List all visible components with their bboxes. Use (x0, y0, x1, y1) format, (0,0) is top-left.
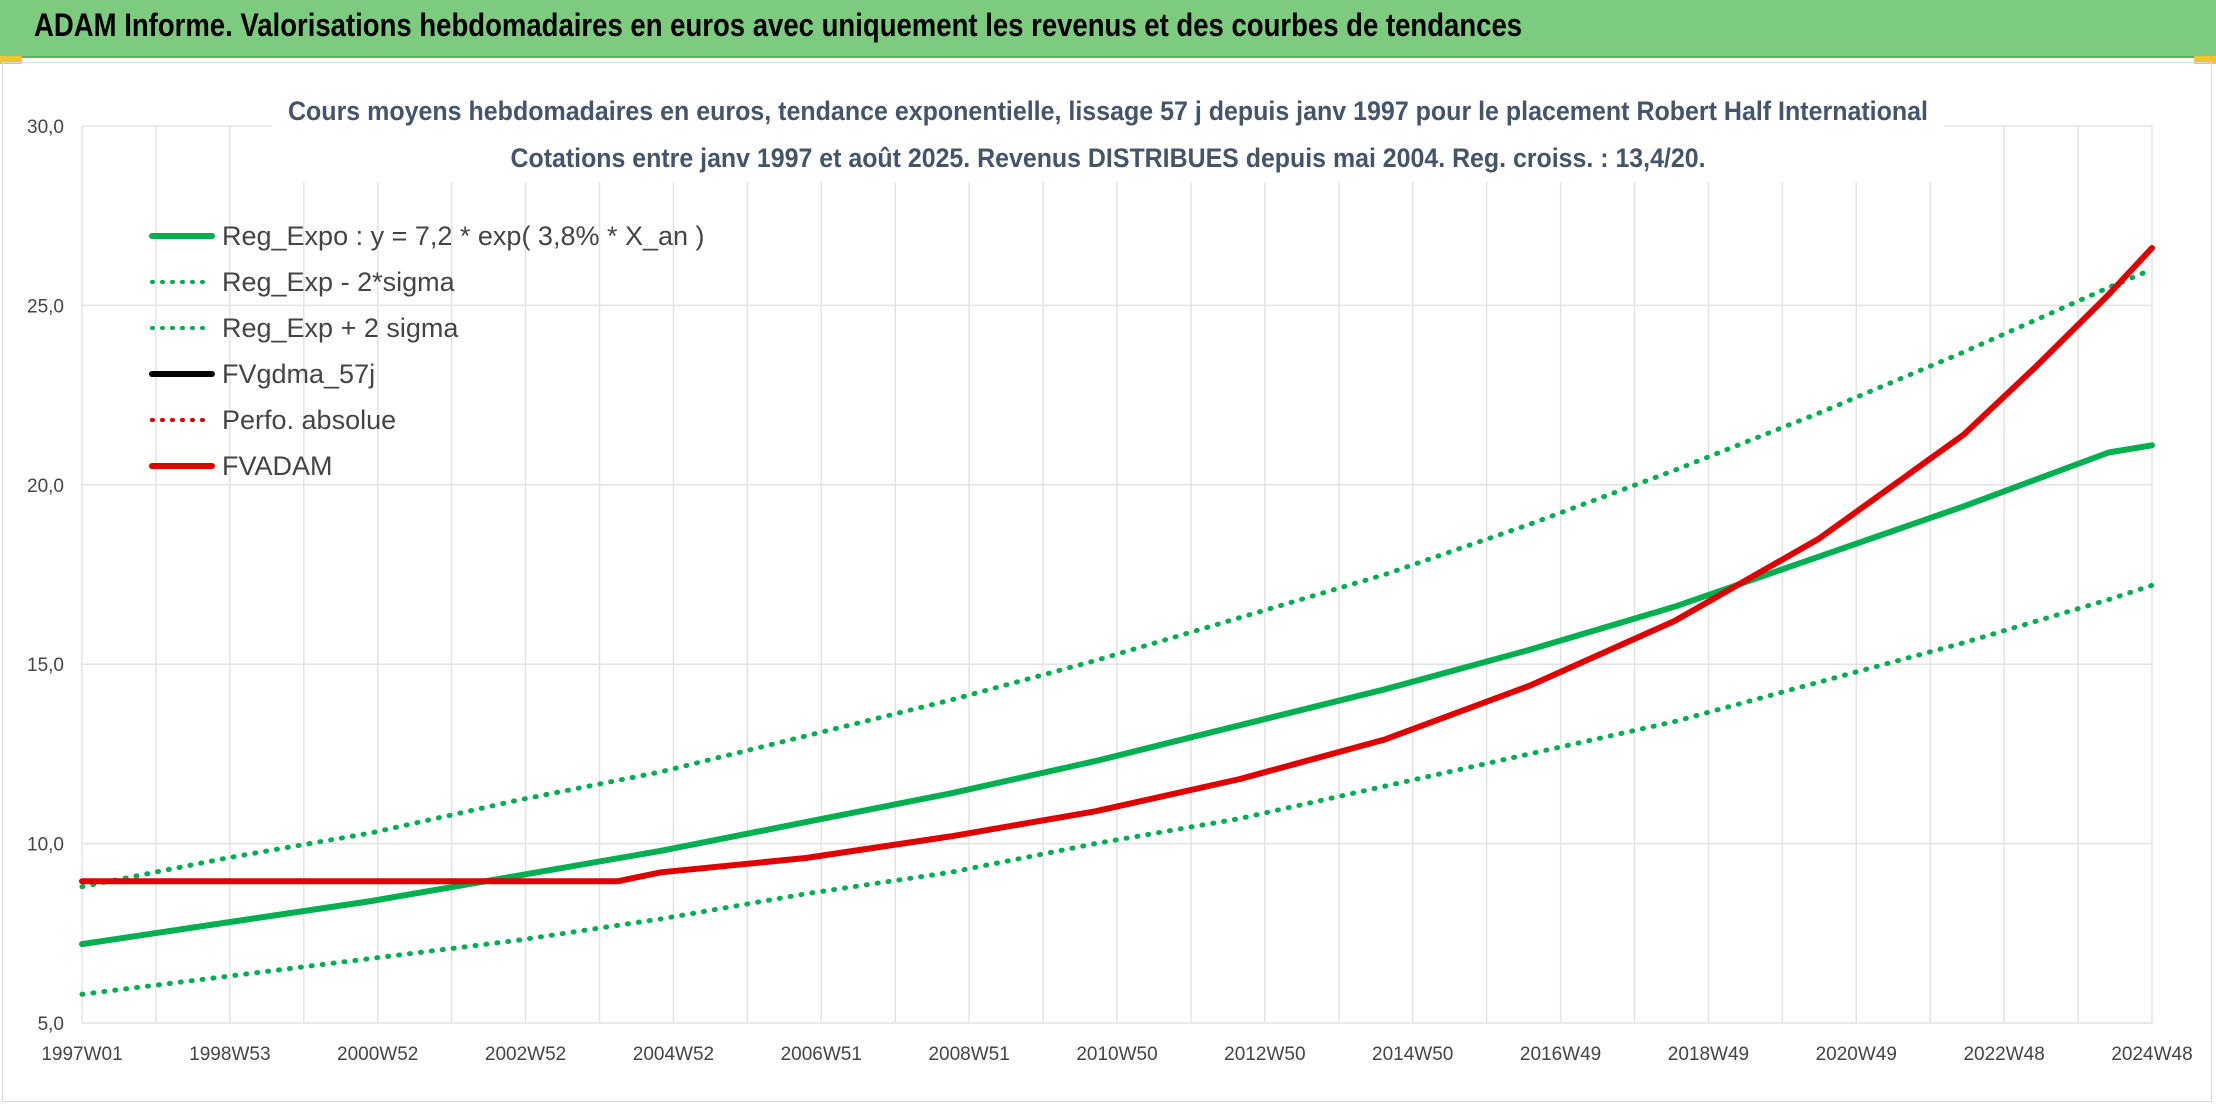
chart-title-line-2: Cotations entre janv 1997 et août 2025. … (511, 143, 1706, 173)
horizontal-gridlines (82, 125, 2152, 1024)
x-tick-label: 2004W52 (633, 1044, 714, 1065)
series-line-5 (79, 245, 2155, 885)
series-line-2 (79, 267, 2155, 890)
y-tick-label: 20,0 (27, 476, 64, 497)
corner-accent-left (0, 56, 22, 64)
chart-title-block: Cours moyens hebdomadaires en euros, ten… (272, 88, 1944, 182)
legend-label-4: Perfo. absolue (222, 405, 396, 435)
x-tick-label: 2022W48 (1963, 1044, 2044, 1065)
x-tick-label: 2024W48 (2111, 1044, 2192, 1065)
y-tick-label: 10,0 (27, 835, 64, 856)
legend-label-1: Reg_Exp - 2*sigma (222, 267, 456, 297)
x-tick-label: 2016W49 (1520, 1044, 1601, 1065)
x-tick-label: 2012W50 (1224, 1044, 1305, 1065)
legend-label-2: Reg_Exp + 2 sigma (222, 313, 459, 343)
y-axis-ticks: 5,0 10,0 15,0 20,0 25,0 30,0 (27, 117, 64, 1035)
series-line-0 (79, 442, 2155, 948)
report-banner: ADAM Informe. Valorisations hebdomadaire… (0, 0, 2216, 58)
y-tick-label: 30,0 (27, 117, 64, 138)
x-axis-ticks: 1997W01 1998W53 2000W52 2002W52 2004W52 2006W… (41, 1044, 2192, 1065)
legend: Reg_Expo : y = 7,2 * exp( 3,8% * X_an ) R… (149, 221, 705, 481)
chart-title-line-1: Cours moyens hebdomadaires en euros, ten… (288, 96, 1928, 126)
x-tick-label: 2008W51 (928, 1044, 1009, 1065)
x-tick-label: 2002W52 (485, 1044, 566, 1065)
x-tick-label: 1998W53 (189, 1044, 270, 1065)
legend-label-5: FVADAM (222, 451, 333, 481)
title-background (272, 88, 1944, 182)
x-tick-label: 2018W49 (1668, 1044, 1749, 1065)
x-tick-label: 2006W51 (781, 1044, 862, 1065)
x-tick-label: 1997W01 (41, 1044, 122, 1065)
legend-label-0: Reg_Expo : y = 7,2 * exp( 3,8% * X_an ) (222, 221, 705, 251)
y-tick-label: 25,0 (27, 296, 64, 317)
chart-frame (2, 62, 2212, 1102)
x-tick-label: 2014W50 (1372, 1044, 1453, 1065)
x-tick-label: 2000W52 (337, 1044, 418, 1065)
corner-accent-right (2194, 56, 2216, 64)
y-tick-label: 15,0 (27, 655, 64, 676)
series-line-1 (79, 582, 2155, 997)
vertical-gridlines (81, 126, 2153, 1023)
y-tick-label: 5,0 (38, 1014, 64, 1035)
report-title: ADAM Informe. Valorisations hebdomadaire… (34, 7, 1523, 43)
x-tick-label: 2020W49 (1816, 1044, 1897, 1065)
series-layer (79, 245, 2155, 997)
legend-label-3: FVgdma_57j (222, 359, 375, 389)
x-tick-label: 2010W50 (1076, 1044, 1157, 1065)
